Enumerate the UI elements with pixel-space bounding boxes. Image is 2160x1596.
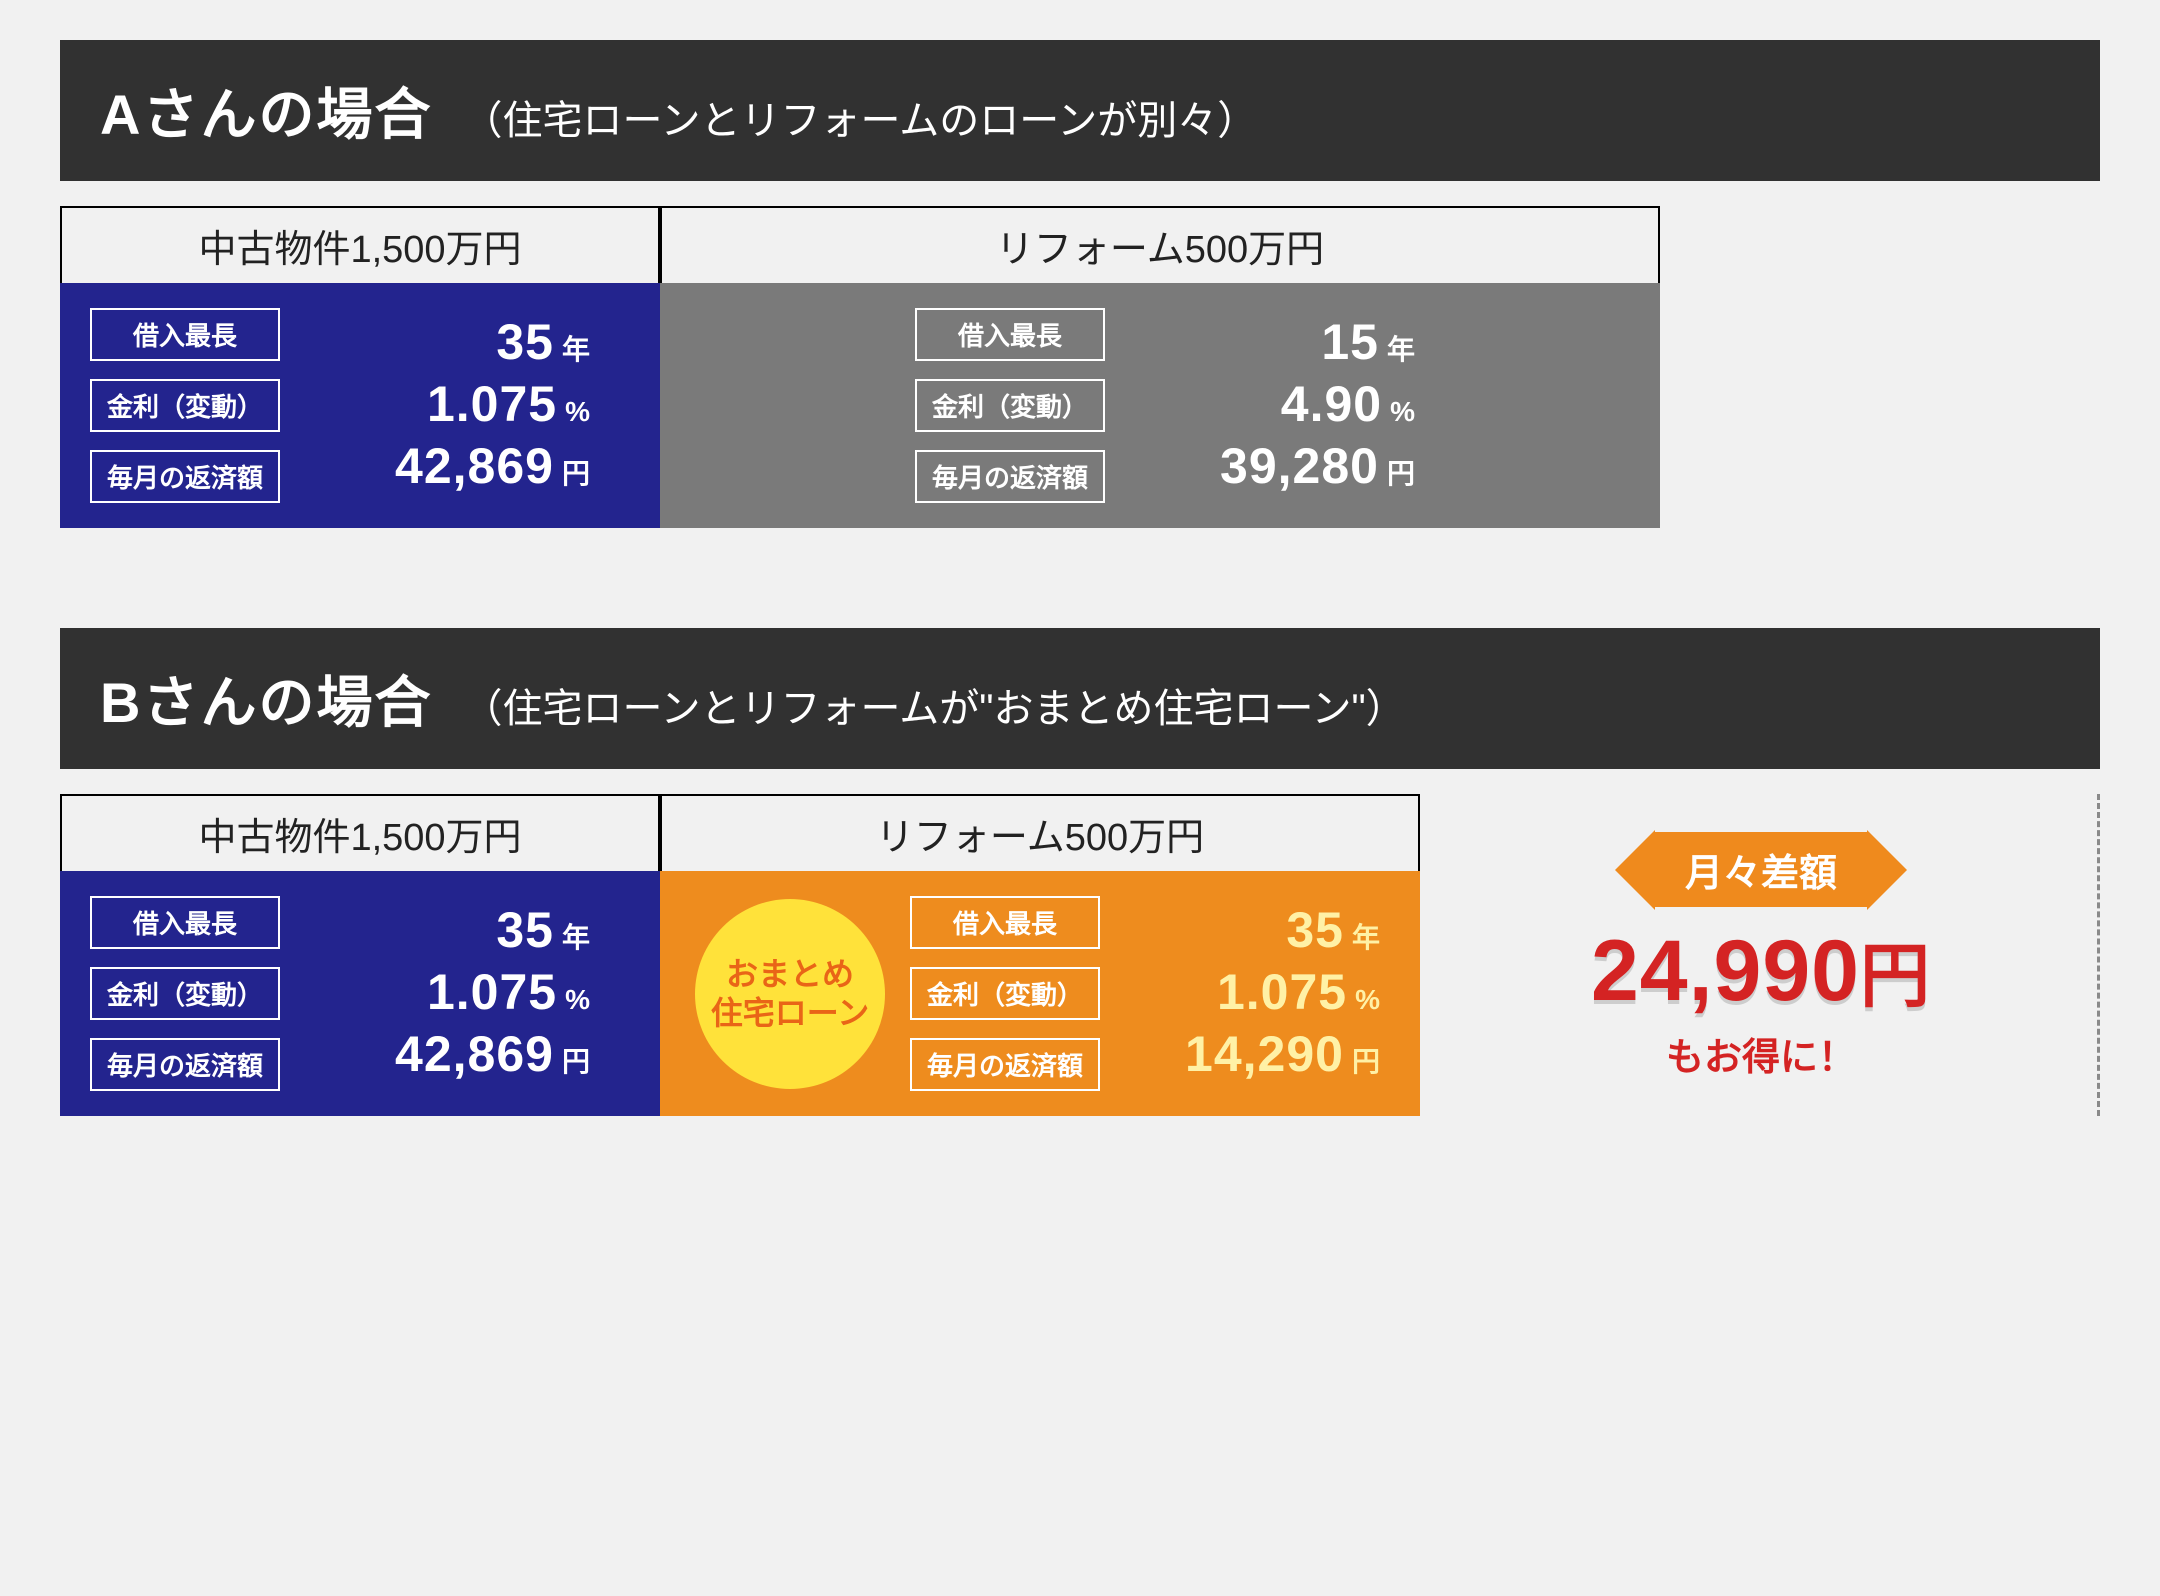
value-unit: 円: [562, 452, 590, 492]
value-number: 15: [1321, 313, 1379, 371]
panel-a-right-body: 借入最長金利（変動）毎月の返済額 15年4.90%39,280円: [660, 283, 1660, 528]
dashed-divider: [2097, 794, 2100, 1116]
labels-col: 借入最長金利（変動） 毎月の返済額: [90, 308, 280, 503]
label-chip: 金利（変動）: [90, 967, 280, 1020]
section-b-subtitle: （住宅ローンとリフォームが"おまとめ住宅ローン"）: [462, 676, 1405, 734]
value-row: 42,869円: [310, 1025, 590, 1087]
value-number: 1.075: [1217, 963, 1347, 1021]
values-col: 35年1.075%14,290円: [1130, 901, 1380, 1087]
value-row: 35年: [1130, 901, 1380, 963]
value-row: 35年: [310, 313, 590, 375]
values-col: 15年4.90%39,280円: [1135, 313, 1415, 499]
arrow-right-icon: [1867, 830, 1907, 910]
value-number: 42,869: [395, 437, 554, 495]
label-chip: 毎月の返済額: [90, 1038, 280, 1091]
value-unit: 年: [562, 328, 590, 368]
savings-amount: 24,990円: [1440, 920, 2082, 1021]
label-chip: 借入最長: [915, 308, 1105, 361]
value-row: 14,290円: [1130, 1025, 1380, 1087]
value-row: 35年: [310, 901, 590, 963]
value-unit: 円: [1387, 452, 1415, 492]
value-row: 1.075%: [1130, 963, 1380, 1025]
value-number: 35: [496, 313, 554, 371]
value-unit: %: [565, 984, 590, 1016]
section-a-header: Aさんの場合 （住宅ローンとリフォームのローンが別々）: [60, 40, 2100, 181]
value-unit: 年: [562, 916, 590, 956]
circle-line1: おまとめ: [726, 955, 854, 993]
value-number: 39,280: [1220, 437, 1379, 495]
value-unit: 年: [1387, 328, 1415, 368]
section-b-panels: 中古物件1,500万円 借入最長金利（変動）毎月の返済額 35年1.075%42…: [60, 794, 2100, 1116]
values-col: 35年1.075%42,869円: [310, 313, 590, 499]
panel-a-right-header: リフォーム500万円: [660, 206, 1660, 283]
value-unit: %: [565, 396, 590, 428]
value-row: 1.075%: [310, 963, 590, 1025]
panel-b-right-header: リフォーム500万円: [660, 794, 1420, 871]
panel-b-left: 中古物件1,500万円 借入最長金利（変動）毎月の返済額 35年1.075%42…: [60, 794, 660, 1116]
section-b: Bさんの場合 （住宅ローンとリフォームが"おまとめ住宅ローン"） 中古物件1,5…: [60, 628, 2100, 1116]
section-a: Aさんの場合 （住宅ローンとリフォームのローンが別々） 中古物件1,500万円 …: [60, 40, 2100, 528]
omatome-circle-badge: おまとめ 住宅ローン: [695, 899, 885, 1089]
values-col: 35年1.075%42,869円: [310, 901, 590, 1087]
panel-a-left-header: 中古物件1,500万円: [60, 206, 660, 283]
label-chip: 金利（変動）: [90, 379, 280, 432]
value-number: 1.075: [427, 963, 557, 1021]
panel-b-right-body: おまとめ 住宅ローン 借入最長金利（変動）毎月の返済額 35年1.075%14,…: [660, 871, 1420, 1116]
section-a-panels: 中古物件1,500万円 借入最長金利（変動）毎月の返済額 35年1.075%42…: [60, 206, 2100, 528]
savings-caption: もお得に！: [1440, 1026, 2082, 1081]
value-row: 1.075%: [310, 375, 590, 437]
value-number: 42,869: [395, 1025, 554, 1083]
labels-col: 借入最長金利（変動） 毎月の返済額: [90, 896, 280, 1091]
value-row: 4.90%: [1135, 375, 1415, 437]
arrow-banner: 月々差額: [1440, 830, 2082, 910]
value-number: 35: [1286, 901, 1344, 959]
value-unit: 円: [562, 1040, 590, 1080]
value-row: 15年: [1135, 313, 1415, 375]
panel-b-left-body: 借入最長金利（変動）毎月の返済額 35年1.075%42,869円: [60, 871, 660, 1116]
labels-col: 借入最長金利（変動） 毎月の返済額: [910, 896, 1100, 1091]
panel-a-left-body: 借入最長金利（変動）毎月の返済額 35年1.075%42,869円: [60, 283, 660, 528]
panel-b-right: リフォーム500万円 おまとめ 住宅ローン 借入最長金利（変動） 毎月の返済額 3…: [660, 794, 1420, 1116]
label-chip: 金利（変動）: [910, 967, 1100, 1020]
value-unit: 年: [1352, 916, 1380, 956]
label-chip: 借入最長: [910, 896, 1100, 949]
value-unit: 円: [1352, 1040, 1380, 1080]
panel-b-left-header: 中古物件1,500万円: [60, 794, 660, 871]
section-b-title: Bさんの場合: [100, 658, 432, 739]
value-row: 39,280円: [1135, 437, 1415, 499]
section-a-subtitle: （住宅ローンとリフォームのローンが別々）: [462, 88, 1257, 146]
label-chip: 借入最長: [90, 896, 280, 949]
panel-a-left: 中古物件1,500万円 借入最長金利（変動）毎月の返済額 35年1.075%42…: [60, 206, 660, 528]
section-b-header: Bさんの場合 （住宅ローンとリフォームが"おまとめ住宅ローン"）: [60, 628, 2100, 769]
value-unit: %: [1390, 396, 1415, 428]
panel-a-right: リフォーム500万円 借入最長金利（変動）毎月の返済額 15年4.90%39,2…: [660, 206, 1660, 528]
arrow-left-icon: [1615, 830, 1655, 910]
label-chip: 毎月の返済額: [90, 450, 280, 503]
label-chip: 金利（変動）: [915, 379, 1105, 432]
value-number: 4.90: [1281, 375, 1382, 433]
value-number: 14,290: [1185, 1025, 1344, 1083]
savings-block: 月々差額 24,990円 もお得に！: [1420, 830, 2082, 1081]
label-chip: 毎月の返済額: [910, 1038, 1100, 1091]
arrow-banner-text: 月々差額: [1655, 832, 1867, 907]
value-row: 42,869円: [310, 437, 590, 499]
labels-col: 借入最長金利（変動） 毎月の返済額: [915, 308, 1105, 503]
savings-amount-value: 24,990: [1591, 923, 1860, 1019]
value-number: 1.075: [427, 375, 557, 433]
label-chip: 毎月の返済額: [915, 450, 1105, 503]
savings-amount-unit: 円: [1860, 937, 1931, 1015]
value-number: 35: [496, 901, 554, 959]
circle-line2: 住宅ローン: [711, 994, 869, 1032]
section-a-title: Aさんの場合: [100, 70, 432, 151]
value-unit: %: [1355, 984, 1380, 1016]
label-chip: 借入最長: [90, 308, 280, 361]
